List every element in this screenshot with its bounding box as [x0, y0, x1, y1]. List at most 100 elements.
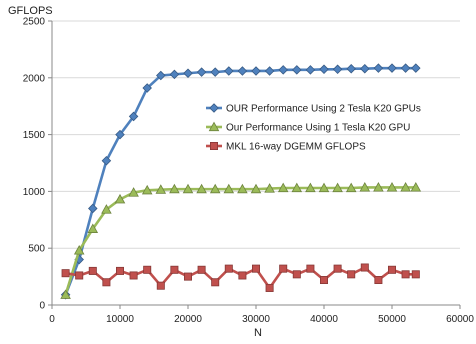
triangle-marker	[60, 289, 71, 299]
diamond-marker	[128, 111, 139, 122]
diamond-marker	[88, 203, 98, 214]
y-tick-label: 1000	[23, 187, 46, 198]
diamond-marker	[156, 70, 166, 81]
diamond-marker	[142, 83, 152, 93]
diamond-marker	[183, 68, 193, 79]
square-marker	[143, 265, 152, 274]
y-tick-labels: 0 500 1000 1500 2000 2500	[23, 17, 46, 312]
diamond-marker	[373, 63, 384, 73]
y-tick-label: 1500	[23, 130, 46, 141]
triangle-marker	[155, 184, 167, 194]
square-marker	[116, 266, 125, 275]
square-marker	[333, 264, 342, 273]
square-marker	[292, 270, 301, 279]
triangle-marker	[373, 182, 384, 192]
triangle-marker	[386, 182, 398, 192]
diamond-marker	[169, 69, 180, 80]
series-2	[60, 182, 422, 299]
series-3	[61, 263, 420, 292]
square-marker	[88, 266, 97, 275]
square-marker	[306, 264, 315, 273]
y-tick-label: 500	[28, 244, 45, 255]
triangle-marker	[305, 182, 316, 193]
triangle-marker	[291, 182, 303, 193]
triangle-marker	[87, 223, 99, 233]
triangle-marker	[400, 182, 411, 192]
triangle-marker	[73, 245, 85, 255]
x-axis-title: N	[254, 327, 262, 339]
triangle-marker	[277, 182, 289, 193]
square-marker	[279, 264, 288, 273]
triangle-marker	[264, 183, 275, 193]
triangle-marker	[101, 204, 112, 214]
x-tick-label: 0	[49, 314, 55, 325]
triangle-marker	[250, 183, 262, 194]
triangle-marker	[209, 183, 221, 194]
axes	[48, 20, 461, 309]
legend-label: OUR Performance Using 2 Tesla K20 GPUs	[226, 104, 421, 115]
square-marker	[170, 265, 179, 274]
square-marker	[183, 272, 192, 281]
x-tick-label: 60000	[446, 314, 474, 325]
triangle-marker	[410, 182, 422, 192]
triangle-marker	[196, 183, 207, 194]
triangle-marker	[359, 182, 371, 192]
diamond-marker	[115, 129, 125, 140]
triangle-marker	[223, 183, 235, 194]
diamond-marker	[332, 64, 343, 75]
diamond-marker	[319, 64, 329, 75]
legend-square-marker	[209, 141, 218, 150]
square-marker	[347, 270, 356, 279]
triangle-marker	[318, 182, 330, 193]
diamond-marker	[346, 63, 356, 74]
triangle-marker	[141, 184, 153, 195]
square-marker	[61, 269, 70, 278]
legend-label: MKL 16-way DGEMM GFLOPS	[226, 142, 366, 153]
y-axis-title: GFLOPS	[8, 5, 53, 17]
square-marker	[360, 263, 369, 272]
square-marker	[374, 276, 383, 285]
diamond-marker	[251, 66, 261, 76]
triangle-marker	[182, 183, 194, 194]
diamond-marker	[224, 66, 234, 76]
triangle-marker	[345, 182, 357, 193]
diamond-marker	[400, 63, 411, 73]
square-marker	[224, 264, 233, 273]
series-1	[60, 63, 421, 300]
legend-diamond-marker	[209, 103, 219, 113]
diamond-marker	[411, 63, 421, 73]
diamond-marker	[196, 67, 207, 77]
triangle-marker	[169, 183, 180, 194]
square-marker	[238, 271, 247, 280]
diamond-marker	[210, 67, 220, 77]
square-marker	[411, 270, 420, 279]
series-group	[60, 63, 422, 300]
legend-item: OUR Performance Using 2 Tesla K20 GPUs	[206, 103, 421, 115]
diamond-marker	[264, 66, 275, 76]
y-tick-label: 2000	[23, 73, 46, 84]
x-tick-labels: 0 10000 20000 30000 40000 50000 60000	[49, 314, 474, 325]
diamond-marker	[292, 65, 302, 75]
triangle-marker	[114, 193, 126, 204]
x-tick-label: 30000	[242, 314, 270, 325]
diamond-marker	[360, 63, 370, 74]
square-marker	[401, 270, 410, 279]
x-tick-label: 20000	[174, 314, 202, 325]
diamond-marker	[237, 66, 248, 76]
legend-label: Our Performance Using 1 Tesla K20 GPU	[226, 123, 410, 134]
x-tick-label: 40000	[310, 314, 338, 325]
diamond-marker	[305, 65, 316, 75]
triangle-marker	[237, 183, 248, 194]
triangle-marker	[128, 187, 139, 197]
legend: OUR Performance Using 2 Tesla K20 GPUs Ou…	[206, 103, 421, 153]
square-marker	[129, 271, 138, 280]
square-marker	[102, 278, 111, 287]
square-marker	[265, 283, 274, 292]
legend-item: Our Performance Using 1 Tesla K20 GPU	[206, 121, 410, 134]
x-tick-label: 10000	[106, 314, 134, 325]
x-tick-label: 50000	[378, 314, 406, 325]
square-marker	[197, 265, 206, 274]
legend-triangle-marker	[208, 121, 220, 132]
